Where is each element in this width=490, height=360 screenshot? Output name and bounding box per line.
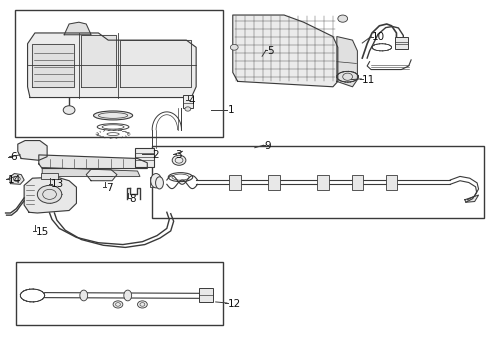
Ellipse shape — [124, 290, 132, 301]
Text: 2: 2 — [152, 150, 159, 160]
Polygon shape — [32, 44, 74, 87]
Circle shape — [113, 301, 123, 308]
Text: 7: 7 — [106, 183, 112, 193]
Polygon shape — [233, 15, 338, 87]
Ellipse shape — [80, 290, 88, 301]
Bar — [351, 175, 363, 190]
Text: 3: 3 — [175, 150, 182, 160]
Ellipse shape — [94, 111, 133, 120]
Text: 15: 15 — [36, 227, 49, 237]
Circle shape — [185, 107, 191, 111]
Text: 9: 9 — [265, 141, 271, 151]
Bar — [150, 177, 156, 187]
Bar — [183, 95, 193, 108]
Circle shape — [63, 106, 75, 114]
Text: 5: 5 — [267, 46, 273, 56]
Text: 4: 4 — [189, 96, 196, 106]
Text: 8: 8 — [129, 194, 136, 204]
Text: 14: 14 — [8, 175, 21, 185]
Text: 10: 10 — [372, 32, 385, 41]
Polygon shape — [121, 40, 191, 87]
Bar — [386, 175, 397, 190]
Polygon shape — [81, 35, 116, 87]
Circle shape — [338, 15, 347, 22]
Polygon shape — [18, 140, 47, 160]
Bar — [229, 175, 241, 190]
Text: 12: 12 — [228, 299, 241, 309]
Text: 11: 11 — [362, 75, 375, 85]
Polygon shape — [64, 22, 91, 35]
Bar — [198, 288, 213, 302]
Polygon shape — [39, 155, 147, 168]
Bar — [175, 157, 182, 164]
Bar — [41, 173, 58, 179]
Bar — [394, 37, 408, 49]
Bar — [152, 146, 485, 218]
Circle shape — [138, 301, 147, 308]
Ellipse shape — [156, 177, 163, 189]
Circle shape — [172, 155, 186, 165]
Polygon shape — [42, 167, 140, 176]
Bar — [135, 148, 154, 167]
Circle shape — [37, 185, 62, 203]
Polygon shape — [337, 37, 357, 87]
Circle shape — [230, 44, 238, 50]
Polygon shape — [24, 177, 76, 213]
Text: 6: 6 — [10, 152, 17, 162]
Text: 1: 1 — [228, 105, 235, 115]
Polygon shape — [27, 33, 196, 98]
Polygon shape — [465, 195, 479, 202]
Text: 13: 13 — [51, 179, 64, 189]
Polygon shape — [9, 174, 24, 184]
Polygon shape — [86, 169, 117, 181]
Bar — [318, 175, 329, 190]
Bar — [16, 262, 223, 325]
Ellipse shape — [151, 174, 161, 188]
Bar — [15, 10, 223, 137]
Bar — [269, 175, 280, 190]
